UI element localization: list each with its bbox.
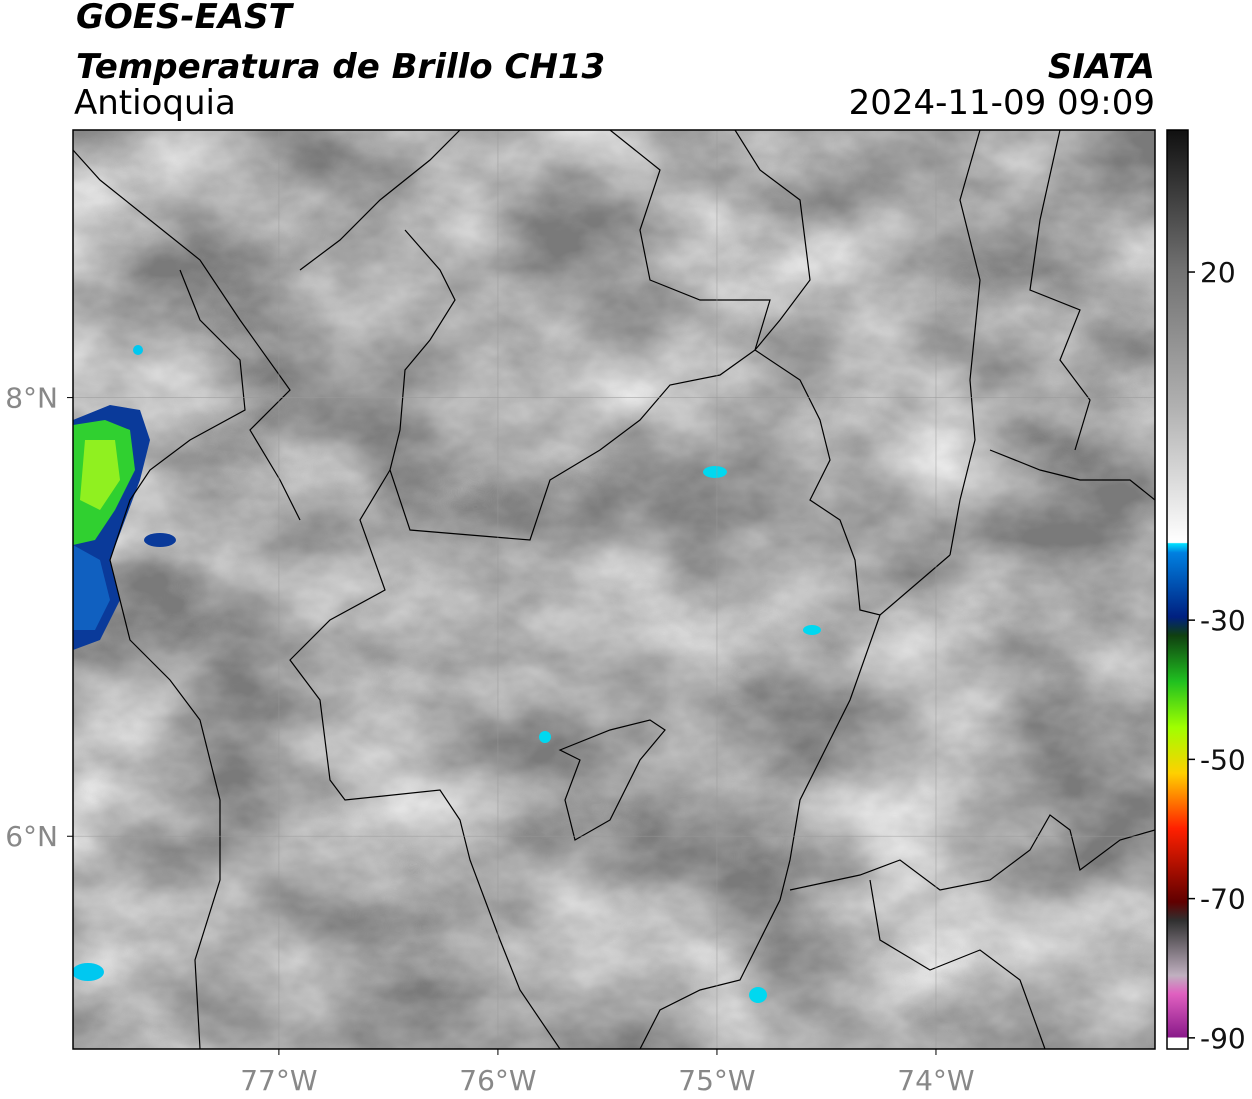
map-frame [72, 129, 1156, 1050]
y-tick-label: 6°N [5, 820, 58, 853]
x-tick-label: 77°W [240, 1064, 317, 1097]
title: GOES-EAST [76, 0, 295, 37]
colorbar-ticks [1188, 271, 1195, 1039]
x-tick-label: 76°W [459, 1064, 536, 1097]
datetime: 2024-11-09 09:09 [849, 83, 1155, 123]
graticule [67, 130, 1155, 1055]
region: Antioquia [74, 83, 236, 123]
x-tick-label: 74°W [897, 1064, 974, 1097]
colorbar [1166, 129, 1189, 1050]
colorbar-tick-label: -90 [1200, 1022, 1246, 1055]
source: SIATA [1048, 47, 1155, 87]
y-tick-label: 8°N [5, 382, 58, 415]
colorbar-tick-label: -50 [1200, 743, 1246, 776]
x-tick-label: 75°W [678, 1064, 755, 1097]
colorbar-tick-label: 20 [1200, 256, 1236, 289]
borders [73, 130, 1155, 1049]
colorbar-tick-label: -70 [1200, 883, 1246, 916]
satellite-image [73, 130, 1155, 1049]
subtitle: Temperatura de Brillo CH13 [76, 47, 605, 87]
colorbar-tick-label: -30 [1200, 604, 1246, 637]
